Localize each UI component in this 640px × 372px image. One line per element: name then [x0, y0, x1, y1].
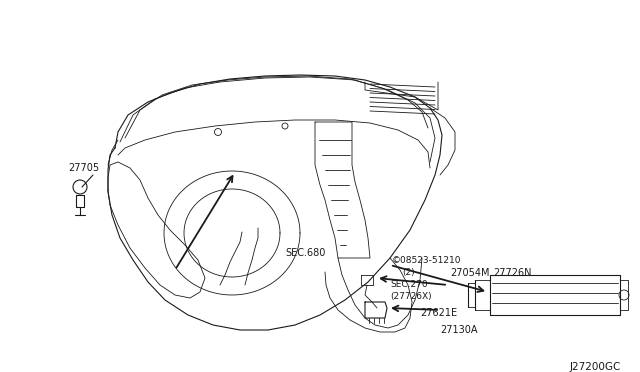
- Text: (27726X): (27726X): [390, 292, 431, 301]
- Text: 27621E: 27621E: [420, 308, 457, 318]
- Text: 27130A: 27130A: [440, 325, 477, 335]
- Text: J27200GC: J27200GC: [570, 362, 621, 372]
- Text: ©08523-51210: ©08523-51210: [392, 256, 461, 265]
- Text: (2): (2): [402, 268, 415, 277]
- Text: SEC.270: SEC.270: [390, 280, 428, 289]
- Text: 27726N: 27726N: [493, 268, 531, 278]
- Text: 27054M: 27054M: [450, 268, 490, 278]
- Text: SEC.680: SEC.680: [285, 248, 325, 258]
- Text: 27705: 27705: [68, 163, 99, 173]
